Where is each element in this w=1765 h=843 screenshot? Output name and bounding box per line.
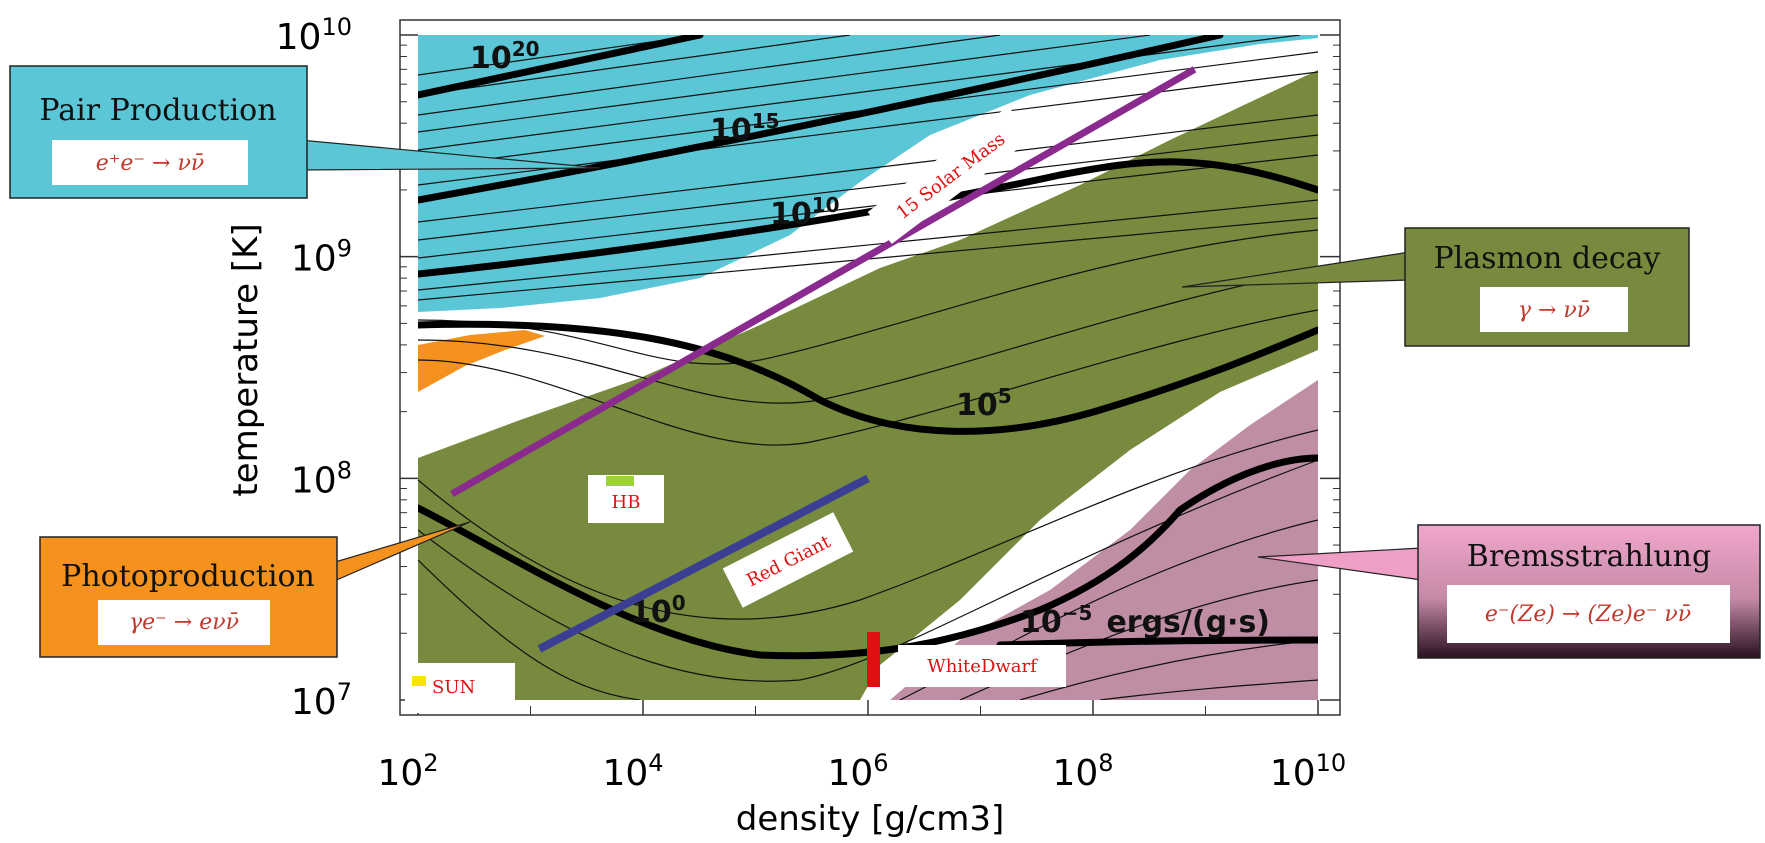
contour-line [1019,639,1318,700]
x-tick-label: 104 [602,749,663,794]
y-tick-label: 109 [291,235,352,280]
svg-text:SUN: SUN [432,677,475,698]
marker-white-dwarf: WhiteDwarf [867,632,1066,687]
svg-text:Pair Production: Pair Production [39,93,276,128]
contour-line [418,35,1001,116]
contour-label-1e5: 105 [956,384,1012,423]
callout-photoproduction: Photoproduction γe⁻ → eνν̄ [39,536,338,658]
y-axis-title: temperature [K] [226,223,266,496]
y-tick-label: 108 [291,456,352,501]
hb-swatch [606,476,634,486]
y-tick-label: 1010 [276,13,352,58]
marker-hb: HB [588,475,664,523]
callout-bremsstrahlung: Bremsstrahlung e⁻(Ze) → (Ze)e⁻ νν̄ [1417,524,1761,659]
contour-line-1e0 [418,454,1318,660]
contour-line-1e15 [418,35,1224,204]
x-axis-title: density [g/cm3] [736,799,1004,839]
contour-line [418,35,1151,133]
svg-text:e⁺e⁻ → νν̄: e⁺e⁻ → νν̄ [96,151,204,176]
region-layer [418,35,1318,700]
contour-line [418,459,1318,682]
contour-line [418,35,851,96]
contour-line [418,154,1318,259]
svg-text:Plasmon decay: Plasmon decay [1433,241,1660,276]
contour-line [418,429,1318,620]
contour-line-1e5 [418,320,1318,435]
contour-line [418,229,1318,365]
x-tick-label: 1010 [1270,749,1346,794]
contour-line [418,309,1318,446]
x-tick-label: 106 [827,749,888,794]
contour-label-1e-5: 10−5 ergs/(g·s) [1020,601,1270,640]
callout-pair-production: Pair Production e⁺e⁻ → νν̄ [9,65,308,199]
svg-text:γ → νν̄: γ → νν̄ [1518,298,1590,323]
svg-text:e⁻(Ze) → (Ze)e⁻ νν̄: e⁻(Ze) → (Ze)e⁻ νν̄ [1485,602,1691,627]
pair-production-region [418,35,1318,312]
svg-text:WhiteDwarf: WhiteDwarf [927,656,1038,677]
y-tick-label: 107 [291,678,352,723]
svg-text:HB: HB [612,492,641,513]
x-ticks: 102 104 106 108 1010 [377,700,1346,794]
track-red-giant [537,474,870,653]
contour-label-1e15: 1015 [710,109,780,148]
white-dwarf-swatch [867,632,880,687]
svg-text:Photoproduction: Photoproduction [61,559,315,594]
marker-sun: SUN [405,663,515,713]
contour-line [418,134,1318,241]
contour-label-1e0: 100 [630,591,686,630]
contour-line [1099,679,1318,700]
contour-line-1e20 [418,35,704,99]
contour-line [418,559,641,700]
svg-text:γe⁻ → eνν̄: γe⁻ → eνν̄ [129,610,239,635]
callout-plasmon-decay: Plasmon decay γ → νν̄ [1404,227,1690,347]
contour-line-1e-5 [996,636,1318,649]
plasmon-decay-region [418,70,1318,700]
x-tick-label: 108 [1052,749,1113,794]
contour-line [418,199,1318,291]
contour-label-1e20: 1020 [470,37,540,76]
contour-line [418,35,1301,151]
contour-line [418,114,1318,223]
track-15-solar-mass [450,66,1197,498]
photoproduction-region [418,330,545,392]
sun-swatch [412,676,426,686]
svg-text:Bremsstrahlung: Bremsstrahlung [1467,539,1711,574]
contour-label-1e10: 1010 [770,193,840,232]
x-tick-label: 102 [377,749,438,794]
bremsstrahlung-region [890,380,1318,700]
